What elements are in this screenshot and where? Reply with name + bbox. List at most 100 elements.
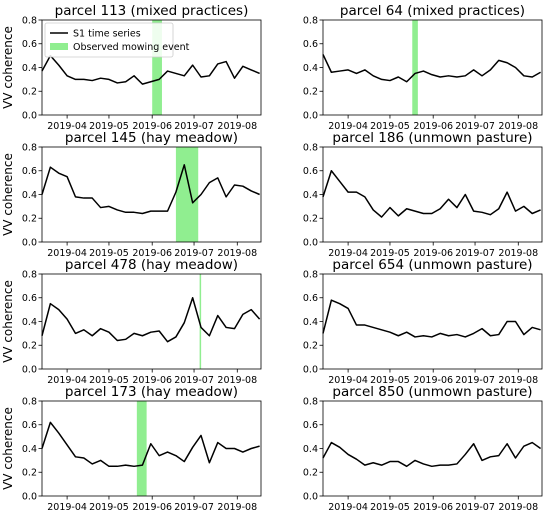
chart1-y-tick-label: 0.8 (303, 15, 318, 26)
chart2-title: parcel 145 (hay meadow) (65, 130, 238, 146)
chart1-y-tick-label: 0.0 (303, 110, 318, 121)
legend-event-swatch (50, 43, 68, 50)
chart1-x-tick-label: 2019-04 (328, 121, 368, 132)
chart5-x-tick-label: 2019-08 (498, 375, 538, 386)
chart3-series-line (322, 170, 541, 218)
chart4-x-tick-label: 2019-06 (132, 375, 172, 386)
chart0-y-tick-label: 0.2 (22, 87, 37, 98)
chart7-x-tick-label: 2019-05 (370, 502, 410, 512)
chart7-x-tick-label: 2019-08 (498, 502, 538, 512)
chart3-x-tick-label: 2019-05 (370, 248, 410, 259)
chart5-x-tick-label: 2019-07 (455, 375, 495, 386)
chart1-mowing-event-0 (412, 20, 418, 115)
chart3-x-tick-label: 2019-04 (328, 248, 368, 259)
chart7-series-line (322, 441, 542, 468)
chart6-series-line (41, 421, 260, 468)
chart2-x-tick-label: 2019-06 (132, 248, 172, 259)
chart3-y-tick-label: 0.4 (303, 190, 318, 201)
chart3-y-tick-label: 0.2 (303, 214, 318, 225)
chart6-x-tick-label: 2019-04 (47, 502, 87, 512)
chart3-x-tick-label: 2019-08 (498, 248, 538, 259)
chart4-x-tick-label: 2019-07 (174, 375, 214, 386)
chart7-title: parcel 850 (unmown pasture) (332, 384, 532, 400)
chart2-x-tick-label: 2019-07 (174, 248, 214, 259)
chart4-series-line (41, 297, 261, 343)
chart2-series-line (41, 164, 260, 215)
chart0-x-tick-label: 2019-05 (89, 121, 129, 132)
chart4-mowing-event-0 (199, 274, 202, 369)
chart6-x-tick-label: 2019-08 (217, 502, 257, 512)
chart7-y-tick-label: 0.0 (303, 491, 318, 502)
chart3-x-tick-label: 2019-07 (455, 248, 495, 259)
chart1-series-line (322, 54, 541, 83)
chart0-y-tick-label: 0.6 (22, 39, 37, 50)
chart2-y-tick-label: 0.4 (22, 190, 37, 201)
chart6-y-tick-label: 0.4 (22, 444, 37, 455)
chart4-y-tick-label: 0.2 (22, 341, 37, 352)
chart7-y-tick-label: 0.8 (303, 396, 318, 407)
chart0-mowing-event-0 (152, 20, 162, 115)
chart5-y-tick-label: 0.2 (303, 341, 318, 352)
chart5-y-tick-label: 0.4 (303, 317, 318, 328)
chart2-y-tick-label: 0.2 (22, 214, 37, 225)
chart0-y-tick-label: 0.4 (22, 63, 37, 74)
chart1-x-tick-label: 2019-08 (498, 121, 538, 132)
chart4-y-tick-label: 0.8 (22, 269, 37, 280)
chart7-y-tick-label: 0.6 (303, 420, 318, 431)
chart1-x-tick-label: 2019-07 (455, 121, 495, 132)
chart0-y-tick-label: 0.0 (22, 110, 37, 121)
chart1-y-tick-label: 0.4 (303, 63, 318, 74)
chart1-y-tick-label: 0.6 (303, 39, 318, 50)
chart2-y-tick-label: 0.0 (22, 237, 37, 248)
chart0-x-tick-label: 2019-06 (132, 121, 172, 132)
chart6-title: parcel 173 (hay meadow) (65, 384, 238, 400)
chart6-y-tick-label: 0.6 (22, 420, 37, 431)
chart2-y-tick-label: 0.6 (22, 166, 37, 177)
chart5-series-line (322, 299, 541, 338)
chart1-title: parcel 64 (mixed practices) (340, 3, 525, 19)
chart5-y-tick-label: 0.0 (303, 364, 318, 375)
chart5-x-tick-label: 2019-04 (328, 375, 368, 386)
chart7-x-tick-label: 2019-04 (328, 502, 368, 512)
chart4-y-tick-label: 0.0 (22, 364, 37, 375)
chart0-x-tick-label: 2019-07 (174, 121, 214, 132)
chart4-y-axis-label: VV coherence (1, 280, 15, 363)
chart3-y-tick-label: 0.0 (303, 237, 318, 248)
chart1-x-tick-label: 2019-06 (413, 121, 453, 132)
chart0-y-tick-label: 0.8 (22, 15, 37, 26)
chart6-mowing-event-0 (136, 401, 147, 496)
chart7-y-tick-label: 0.4 (303, 444, 318, 455)
chart1-x-tick-label: 2019-05 (370, 121, 410, 132)
chart3-y-tick-label: 0.8 (303, 142, 318, 153)
chart4-x-tick-label: 2019-08 (217, 375, 257, 386)
chart3-x-tick-label: 2019-06 (413, 248, 453, 259)
legend-series-label: S1 time series (73, 28, 141, 39)
chart5-y-tick-label: 0.8 (303, 269, 318, 280)
chart4-title: parcel 478 (hay meadow) (65, 257, 238, 273)
chart4-y-tick-label: 0.4 (22, 317, 37, 328)
legend-event-label: Observed mowing event (73, 42, 190, 53)
chart7-y-tick-label: 0.2 (303, 468, 318, 479)
chart2-x-tick-label: 2019-08 (217, 248, 257, 259)
chart7-x-tick-label: 2019-06 (413, 502, 453, 512)
chart1-axes-frame (322, 19, 543, 116)
chart3-axes-frame (322, 146, 543, 243)
chart4-x-tick-label: 2019-04 (47, 375, 87, 386)
chart2-x-tick-label: 2019-05 (89, 248, 129, 259)
chart4-y-tick-label: 0.6 (22, 293, 37, 304)
legend-box (44, 22, 174, 58)
chart5-x-tick-label: 2019-05 (370, 375, 410, 386)
chart3-title: parcel 186 (unmown pasture) (332, 130, 532, 146)
chart6-x-tick-label: 2019-05 (89, 502, 129, 512)
chart5-x-tick-label: 2019-06 (413, 375, 453, 386)
chart6-y-tick-label: 0.0 (22, 491, 37, 502)
chart4-x-tick-label: 2019-05 (89, 375, 129, 386)
chart2-y-tick-label: 0.8 (22, 142, 37, 153)
chart2-y-axis-label: VV coherence (1, 153, 15, 236)
chart0-series-line (41, 54, 260, 85)
chart7-x-tick-label: 2019-07 (455, 502, 495, 512)
chart5-title: parcel 654 (unmown pasture) (332, 257, 532, 273)
chart6-y-tick-label: 0.2 (22, 468, 37, 479)
chart4-axes-frame (41, 273, 262, 370)
